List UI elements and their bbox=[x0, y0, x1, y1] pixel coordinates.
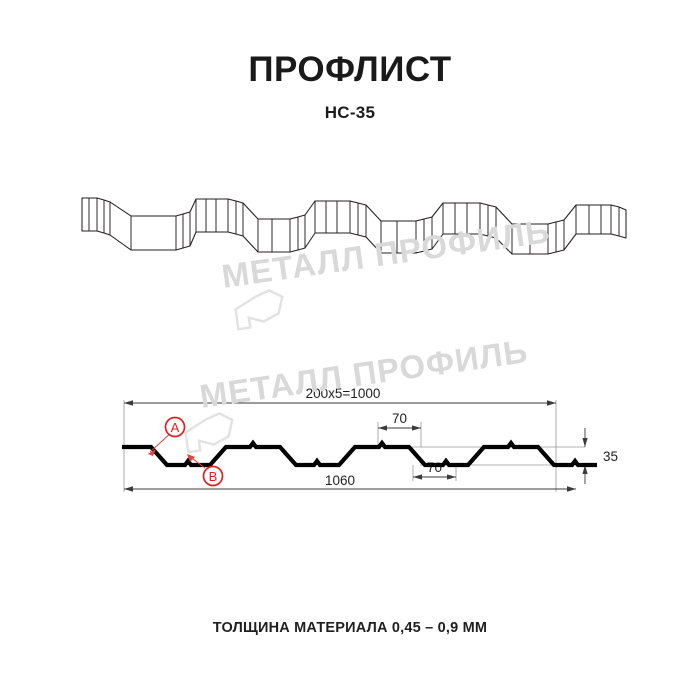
dimension-label-profile-height: 35 bbox=[603, 449, 618, 464]
callout-b-circle bbox=[202, 465, 224, 487]
callout-b-label: B bbox=[209, 469, 218, 484]
dimension-label-crest-width: 70 bbox=[392, 411, 407, 426]
material-thickness-note: ТОЛЩИНА МАТЕРИАЛА 0,45 – 0,9 ММ bbox=[212, 620, 488, 636]
dimension-label-pitch-total: 200x5=1000 bbox=[306, 386, 381, 401]
iso-fold-lines bbox=[88, 197, 620, 255]
dimension-label-overall-width: 1060 bbox=[325, 473, 355, 488]
title-block: ПРОФЛИСТ НС-35 bbox=[0, 52, 700, 121]
dimension-crest-width: 70 bbox=[378, 411, 421, 431]
callout-a: A bbox=[148, 416, 186, 456]
product-code: НС-35 bbox=[324, 103, 376, 122]
dimension-overall-width: 1060 bbox=[124, 473, 576, 492]
profile-polyline bbox=[122, 439, 597, 468]
iso-sheet-body bbox=[81, 197, 627, 255]
page-title: ПРОФЛИСТ bbox=[248, 50, 452, 89]
dimension-pitch-total: 200x5=1000 bbox=[124, 386, 556, 406]
dimension-profile-height: 35 bbox=[582, 428, 618, 484]
dimension-label-valley-width: 70 bbox=[427, 460, 442, 475]
callout-b: B bbox=[187, 454, 224, 487]
callout-a-label: A bbox=[171, 420, 180, 435]
